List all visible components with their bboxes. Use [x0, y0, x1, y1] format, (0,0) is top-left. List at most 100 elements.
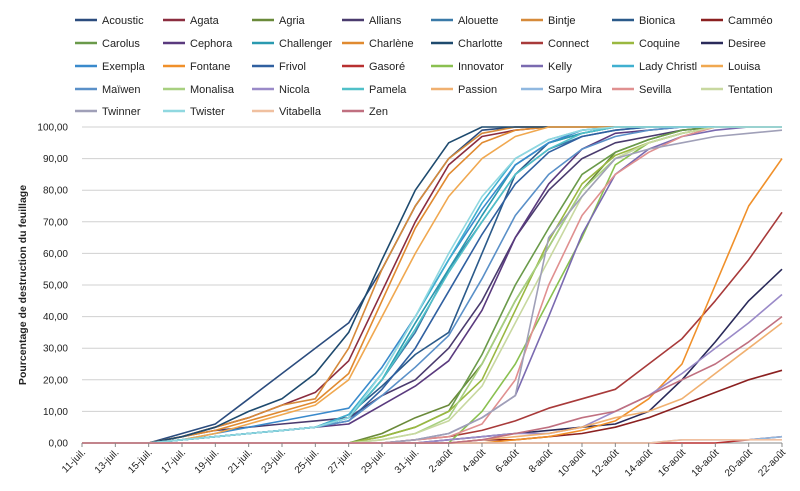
- legend-item-agata: Agata: [163, 15, 220, 27]
- legend-label: Desiree: [728, 38, 766, 50]
- x-tick-label: 18-août: [690, 447, 722, 479]
- legend-item-coquine: Coquine: [612, 38, 680, 50]
- legend-label: Frivol: [279, 61, 306, 73]
- x-tick-label: 11-juil.: [60, 447, 88, 475]
- legend-item-pamela: Pamela: [342, 84, 407, 96]
- legend-item-exempla: Exempla: [75, 61, 146, 73]
- legend-label: Cephora: [190, 38, 233, 50]
- x-tick-label: 13-juil.: [93, 447, 122, 476]
- x-axis-ticks: 11-juil. 13-juil. 15-juil. 17-juil. 19-juil.…: [60, 443, 788, 479]
- legend-item-bintje: Bintje: [521, 15, 576, 27]
- legend-item-carolus: Carolus: [75, 38, 140, 50]
- legend-label: Pamela: [369, 84, 407, 96]
- y-tick-label: 60,00: [43, 249, 68, 260]
- x-tick-label: 20-août: [723, 447, 755, 479]
- x-tick-label: 12-août: [590, 447, 622, 479]
- legend-item-kelly: Kelly: [521, 61, 572, 73]
- legend-item-nicola: Nicola: [252, 84, 310, 96]
- legend-item-cephora: Cephora: [163, 38, 233, 50]
- legend-item-maiwen: Maïwen: [75, 84, 141, 96]
- legend-item-tentation: Tentation: [701, 84, 773, 96]
- x-tick-label: 15-juil.: [126, 447, 155, 476]
- legend-item-fontane: Fontane: [163, 61, 230, 73]
- x-tick-label: 2-août: [427, 447, 455, 475]
- x-tick-label: 21-juil.: [226, 447, 255, 476]
- series-line-twister: [82, 126, 782, 444]
- legend-item-acoustic: Acoustic: [75, 15, 144, 27]
- x-tick-label: 17-juil.: [160, 447, 189, 476]
- x-tick-label: 8-août: [527, 447, 555, 475]
- y-axis-ticks: 0,00 10,00 20,00 30,00 40,00 50,00 60,00 70,00 8…: [37, 123, 68, 450]
- legend-item-louisa: Louisa: [701, 61, 761, 73]
- legend-item-charlene: Charlène: [342, 38, 414, 50]
- legend-label: Sevilla: [639, 84, 672, 96]
- legend-label: Challenger: [279, 38, 333, 50]
- y-tick-label: 10,00: [43, 407, 68, 418]
- legend-label: Carolus: [102, 38, 140, 50]
- x-tick-label: 14-août: [623, 447, 655, 479]
- legend-item-alouette: Alouette: [431, 15, 498, 27]
- x-tick-label: 16-août: [656, 447, 688, 479]
- legend-label: Vitabella: [279, 106, 322, 118]
- legend-label: Camméo: [728, 15, 773, 27]
- legend-label: Allians: [369, 15, 402, 27]
- x-tick-label: 23-juil.: [260, 447, 289, 476]
- legend-item-vitabella: Vitabella: [252, 106, 322, 118]
- series-line-connect: [82, 211, 783, 444]
- x-tick-label: 25-juil.: [293, 447, 322, 476]
- legend-label: Gasoré: [369, 61, 405, 73]
- series-lines: [82, 126, 783, 444]
- legend-label: Bionica: [639, 15, 676, 27]
- legend-label: Twinner: [102, 106, 141, 118]
- y-tick-label: 70,00: [43, 217, 68, 228]
- y-tick-label: 90,00: [43, 154, 68, 165]
- legend-item-agria: Agria: [252, 15, 306, 27]
- legend-label: Monalisa: [190, 84, 235, 96]
- x-tick-label: 10-août: [556, 447, 588, 479]
- y-axis-label: Pourcentage de destruction du feuillage: [17, 185, 29, 385]
- legend-label: Lady Christl: [639, 61, 697, 73]
- legend-item-desiree: Desiree: [701, 38, 766, 50]
- legend-item-twister: Twister: [163, 106, 225, 118]
- legend-label: Charlotte: [458, 38, 503, 50]
- legend-label: Charlène: [369, 38, 414, 50]
- y-tick-label: 40,00: [43, 312, 68, 323]
- legend-item-sevilla: Sevilla: [612, 84, 672, 96]
- y-tick-label: 30,00: [43, 344, 68, 355]
- legend-item-innovator: Innovator: [431, 61, 504, 73]
- legend-label: Innovator: [458, 61, 504, 73]
- legend-label: Louisa: [728, 61, 761, 73]
- legend-label: Fontane: [190, 61, 230, 73]
- x-tick-label: 27-juil.: [326, 447, 355, 476]
- legend-label: Bintje: [548, 15, 576, 27]
- y-tick-label: 100,00: [37, 123, 68, 134]
- legend-label: Nicola: [279, 84, 310, 96]
- x-tick-label: 31-juil.: [393, 447, 422, 476]
- legend-label: Kelly: [548, 61, 572, 73]
- legend-label: Agata: [190, 15, 220, 27]
- legend-label: Agria: [279, 15, 306, 27]
- legend-item-twinner: Twinner: [75, 106, 141, 118]
- legend-item-lady-christl: Lady Christl: [612, 61, 697, 73]
- x-tick-label: 19-juil.: [193, 447, 222, 476]
- legend-label: Twister: [190, 106, 225, 118]
- legend-label: Zen: [369, 106, 388, 118]
- legend-item-allians: Allians: [342, 15, 402, 27]
- x-tick-label: 29-juil.: [360, 447, 389, 476]
- legend-item-connect: Connect: [521, 38, 589, 50]
- y-tick-label: 0,00: [49, 439, 69, 450]
- legend-label: Coquine: [639, 38, 680, 50]
- y-tick-label: 80,00: [43, 186, 68, 197]
- legend-label: Exempla: [102, 61, 146, 73]
- legend-item-monalisa: Monalisa: [163, 84, 235, 96]
- legend-item-frivol: Frivol: [252, 61, 306, 73]
- legend-item-zen: Zen: [342, 106, 388, 118]
- y-tick-label: 50,00: [43, 281, 68, 292]
- legend-label: Passion: [458, 84, 497, 96]
- legend-item-cammeo: Camméo: [701, 15, 773, 27]
- x-tick-label: 22-août: [756, 447, 788, 479]
- legend-item-passion: Passion: [431, 84, 497, 96]
- legend-label: Alouette: [458, 15, 498, 27]
- series-line-zen: [82, 315, 783, 444]
